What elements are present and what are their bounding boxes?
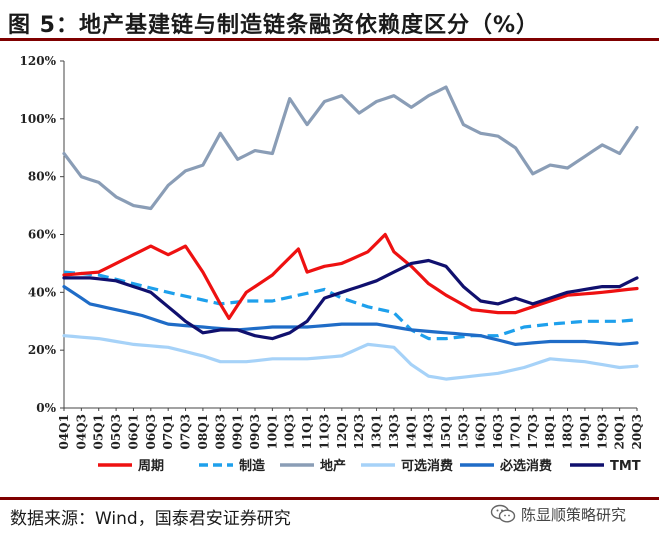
x-tick-label: 04Q3	[74, 414, 88, 450]
x-tick-label: 18Q1	[543, 414, 557, 450]
x-tick-label: 19Q3	[595, 414, 609, 450]
legend-label: 必选消费	[499, 458, 552, 474]
x-tick-label: 12Q1	[335, 414, 349, 450]
x-tick-label: 05Q1	[92, 414, 106, 450]
x-tick-label: 05Q3	[109, 414, 123, 450]
figure-title: 图 5：地产基建链与制造链条融资依赖度区分（%）	[8, 13, 540, 38]
x-tick-label: 14Q1	[404, 414, 418, 450]
brand-name: 陈显顺策略研究	[521, 505, 627, 524]
x-tick-label: 13Q3	[387, 414, 401, 450]
x-tick-label: 15Q1	[439, 414, 453, 450]
x-tick-label: 04Q1	[57, 414, 71, 450]
title-divider	[0, 38, 659, 41]
series-line-2	[62, 85, 639, 211]
series-line-5	[62, 258, 639, 341]
x-tick-label: 11Q3	[317, 414, 331, 450]
x-tick-label: 16Q3	[491, 414, 505, 450]
x-tick-label: 10Q3	[283, 414, 297, 450]
y-tick-label: 60%	[28, 228, 57, 242]
x-tick-label: 20Q1	[613, 414, 627, 450]
x-tick-label: 14Q3	[422, 414, 436, 450]
x-tick-label: 06Q1	[126, 414, 140, 450]
y-tick-label: 40%	[28, 285, 57, 299]
x-tick-label: 15Q3	[456, 414, 470, 450]
y-tick-label: 120%	[20, 54, 57, 68]
y-tick-label: 20%	[28, 343, 57, 357]
series-line-0	[62, 232, 639, 320]
legend-label: TMT	[610, 459, 641, 474]
legend-label: 制造	[239, 458, 266, 474]
x-tick-label: 08Q1	[196, 414, 210, 450]
x-tick-label: 19Q1	[578, 414, 592, 450]
x-tick-label: 08Q3	[213, 414, 227, 450]
brand-watermark: 陈显顺策略研究	[490, 497, 656, 531]
legend-label: 可选消费	[401, 458, 453, 474]
x-tick-label: 07Q3	[179, 414, 193, 450]
x-tick-label: 17Q3	[526, 414, 540, 450]
x-tick-label: 17Q1	[508, 414, 522, 450]
footer-divider	[0, 497, 659, 500]
source-note: 数据来源：Wind，国泰君安证券研究	[10, 509, 291, 529]
x-tick-label: 12Q3	[352, 414, 366, 450]
wechat-logo-icon	[490, 504, 516, 523]
x-tick-label: 20Q3	[630, 414, 644, 450]
x-tick-label: 09Q3	[248, 414, 262, 450]
legend-label: 地产	[320, 458, 346, 474]
y-tick-label: 80%	[28, 170, 57, 184]
x-tick-label: 18Q3	[561, 414, 575, 450]
x-tick-label: 06Q3	[144, 414, 158, 450]
y-tick-label: 0%	[36, 401, 56, 415]
line-chart: 0%20%40%60%80%100%120%04Q1 04Q3 05Q1 05Q3 06…	[20, 54, 644, 474]
x-tick-label: 11Q1	[300, 414, 314, 450]
x-tick-label: 09Q1	[231, 414, 245, 450]
series-line-3	[62, 334, 639, 381]
y-tick-label: 100%	[20, 112, 57, 126]
series-line-1	[63, 270, 638, 341]
x-tick-label: 16Q1	[474, 414, 488, 450]
legend-label: 周期	[138, 459, 164, 474]
x-tick-label: 07Q1	[161, 414, 175, 450]
series-line-4	[62, 285, 639, 346]
x-tick-label: 10Q1	[265, 414, 279, 450]
x-tick-label: 13Q1	[370, 414, 384, 450]
